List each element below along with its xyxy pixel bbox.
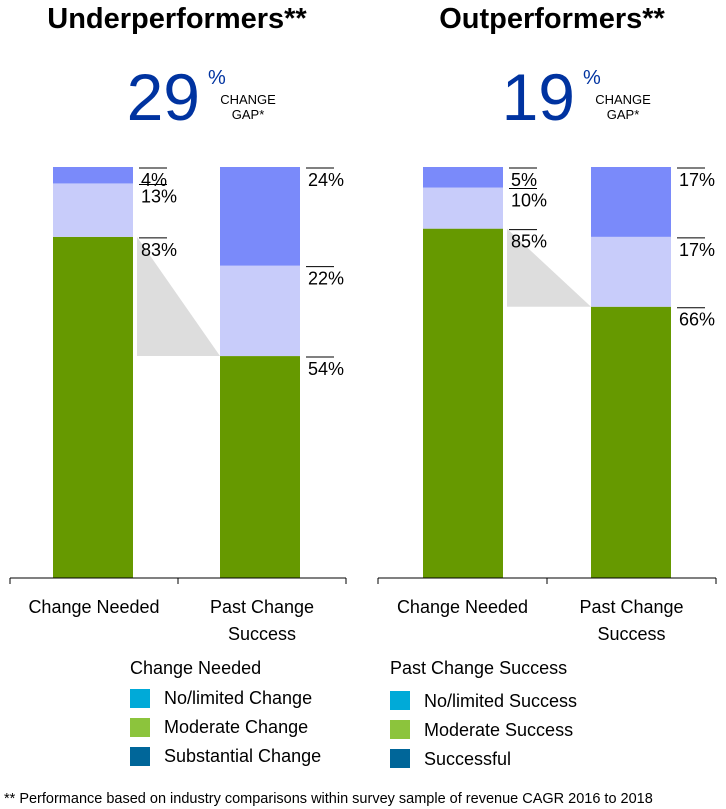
category-label: Past Change (579, 597, 683, 617)
data-label: 13% (141, 186, 177, 206)
bar-segment (591, 306, 671, 578)
data-label: 10% (511, 191, 547, 211)
gap-value: 19 (502, 60, 575, 134)
category-label: Past Change (210, 597, 314, 617)
bar-segment (591, 167, 671, 237)
gap-label: CHANGE (595, 92, 651, 107)
category-label: Success (228, 624, 296, 644)
bar-segment (423, 187, 503, 229)
panel-title: Outperformers** (439, 3, 665, 35)
data-label: 66% (679, 310, 715, 330)
legend-label: Successful (424, 749, 511, 769)
data-label: 24% (308, 170, 344, 190)
gap-label: GAP* (607, 107, 640, 122)
legend-label: No/limited Change (164, 688, 312, 708)
bar-segment (591, 236, 671, 307)
legend-swatch (390, 749, 410, 768)
category-label: Change Needed (28, 597, 159, 617)
data-label: 54% (308, 359, 344, 379)
category-label: Success (597, 624, 665, 644)
gap-connector (137, 236, 220, 357)
data-label: 17% (679, 240, 715, 260)
data-label: 22% (308, 269, 344, 289)
legend-title: Change Needed (130, 658, 261, 678)
legend-label: Moderate Success (424, 720, 573, 740)
bar-segment (53, 167, 133, 184)
data-label: 85% (511, 232, 547, 252)
legend-swatch (390, 720, 410, 739)
footnote: ** Performance based on industry compari… (4, 791, 653, 807)
bar-segment (53, 183, 133, 237)
category-label: Change Needed (397, 597, 528, 617)
legend-swatch (130, 718, 150, 737)
gap-label: CHANGE (220, 92, 276, 107)
legend-title: Past Change Success (390, 658, 567, 678)
bar-segment (220, 265, 300, 357)
gap-connector (507, 228, 591, 307)
legend-label: No/limited Success (424, 691, 577, 711)
bar-segment (220, 356, 300, 578)
gap-unit: % (583, 67, 601, 89)
data-label: 17% (679, 170, 715, 190)
panel-title: Underperformers** (47, 3, 307, 35)
bar-segment (220, 167, 300, 266)
legend-swatch (130, 689, 150, 708)
data-label: 4% (141, 170, 167, 190)
legend-swatch (130, 747, 150, 766)
data-label: 83% (141, 240, 177, 260)
legend-label: Moderate Change (164, 717, 308, 737)
gap-label: GAP* (232, 107, 265, 122)
legend-label: Substantial Change (164, 746, 321, 766)
gap-value: 29 (127, 60, 200, 134)
gap-unit: % (208, 67, 226, 89)
legend-swatch (390, 691, 410, 710)
bar-segment (423, 167, 503, 188)
data-label: 5% (511, 170, 537, 190)
bar-segment (423, 228, 503, 578)
bar-segment (53, 236, 133, 578)
